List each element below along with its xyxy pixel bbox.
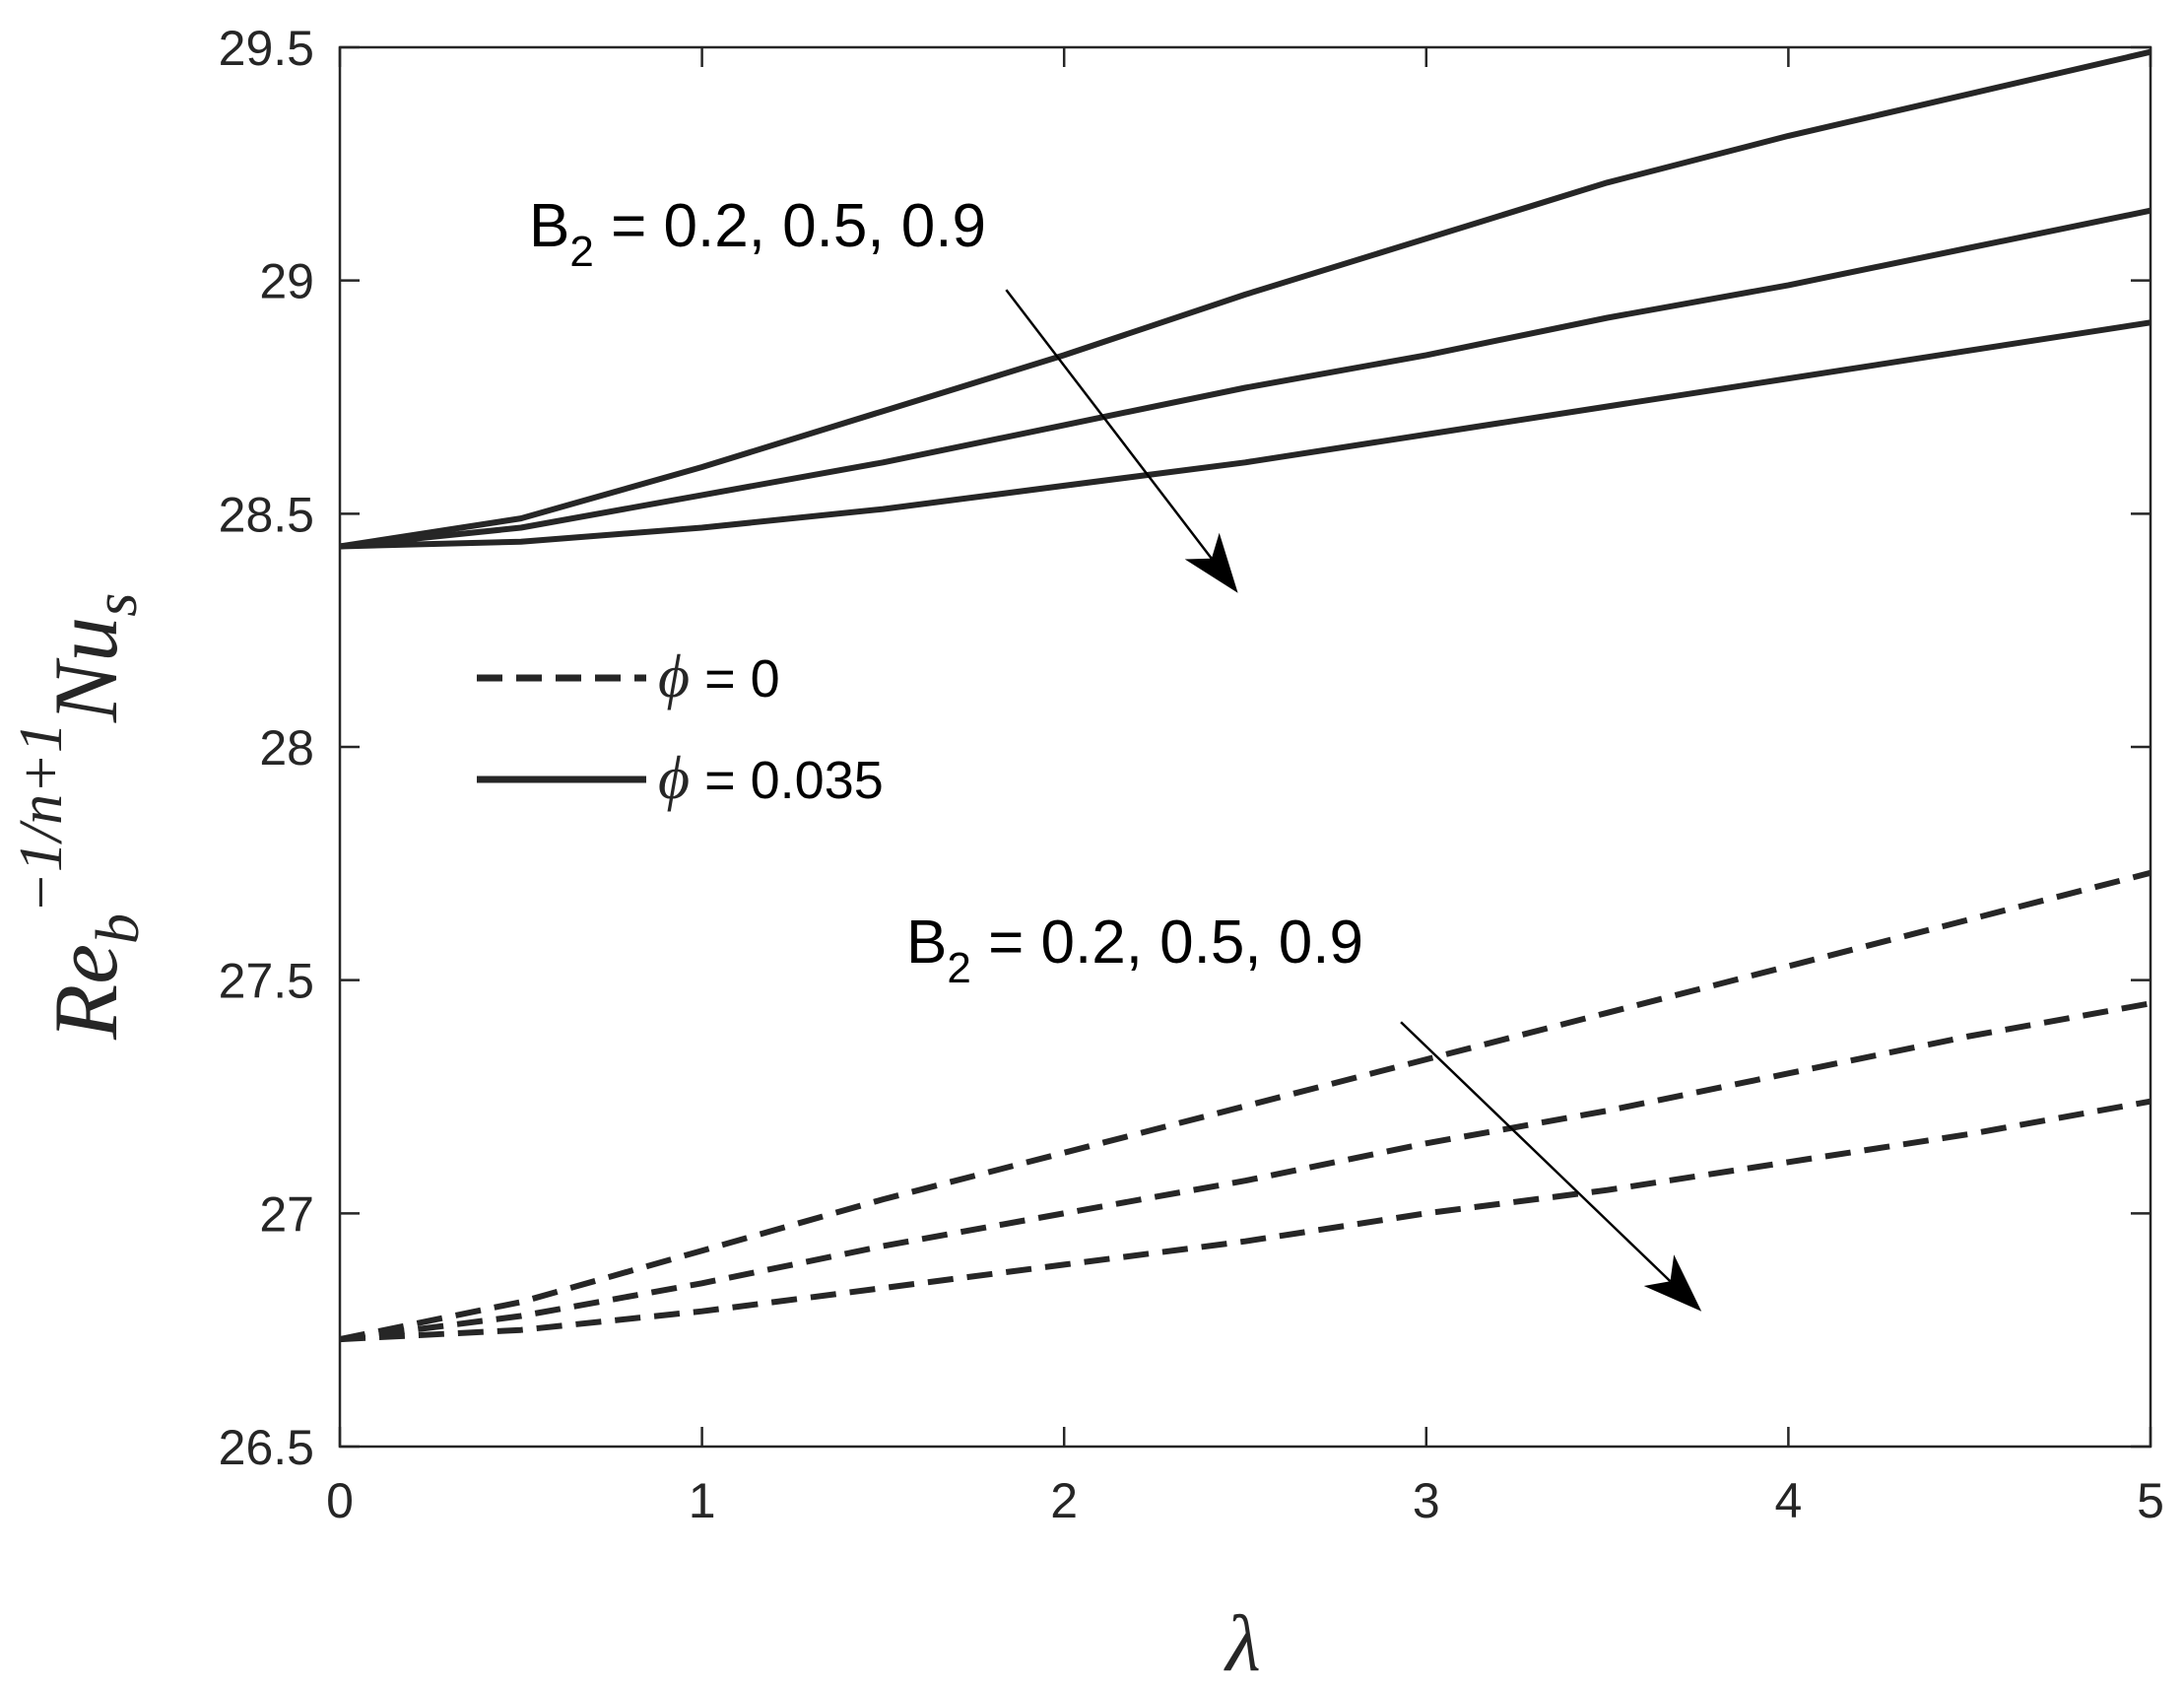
series-line-6 <box>339 1098 2151 1343</box>
y-tick-label-5: 29 <box>259 254 314 309</box>
series-layer <box>339 48 2151 1343</box>
x-tick-label-2: 2 <box>1050 1473 1078 1528</box>
annotation-lower-rest: = 0.2, 0.5, 0.9 <box>971 909 1363 977</box>
y-label-tail: Nu <box>35 617 136 723</box>
annotation-lower: B2 = 0.2, 0.5, 0.9 <box>906 909 1363 992</box>
annotation-lower-sub: 2 <box>947 944 970 992</box>
series-line-3 <box>339 319 2151 550</box>
y-tick-label-4: 28.5 <box>219 487 314 542</box>
x-tick-label-3: 3 <box>1413 1473 1440 1528</box>
y-tick-label-1: 27 <box>259 1186 314 1242</box>
legend-text-dashed: = 0 <box>690 649 780 709</box>
series-line-1 <box>339 48 2151 550</box>
annotation-arrow-head-1 <box>1184 532 1238 593</box>
y-tick-label-6: 29.5 <box>219 21 314 76</box>
tick-layer: 0 1 2 3 4 5 26.5 27 27.5 28 28.5 29 29.5 <box>219 21 2164 1528</box>
x-tick-label-5: 5 <box>2137 1473 2164 1528</box>
x-tick-label-4: 4 <box>1774 1473 1802 1528</box>
legend-entry-dashed: ϕ = 0 <box>658 643 780 710</box>
y-label-base: Re <box>35 944 136 1041</box>
y-label-base-sub: b <box>85 913 152 944</box>
arrow-layer <box>1005 289 1702 1312</box>
legend-text-solid: = 0.035 <box>690 751 884 810</box>
annotation-lower-main: B <box>906 909 947 977</box>
annotation-arrow-shaft-1 <box>1005 289 1213 560</box>
y-axis-label: Reb −1/n+1Nus <box>8 593 152 1041</box>
series-line-4 <box>339 869 2151 1343</box>
annotation-arrow-shaft-2 <box>1400 1021 1672 1283</box>
x-tick-label-1: 1 <box>689 1473 716 1528</box>
y-tick-label-2: 27.5 <box>219 954 314 1009</box>
annotation-upper-sub: 2 <box>569 228 593 276</box>
annotation-upper-rest: = 0.2, 0.5, 0.9 <box>594 192 986 260</box>
x-axis-label: λ <box>1224 1598 1261 1687</box>
series-line-2 <box>339 207 2151 550</box>
legend: ϕ = 0 ϕ = 0.035 <box>477 643 884 812</box>
legend-symbol-solid: ϕ <box>658 745 690 812</box>
annotation-upper-main: B <box>529 192 569 260</box>
y-tick-label-3: 28 <box>259 720 314 776</box>
legend-entry-solid: ϕ = 0.035 <box>658 745 884 812</box>
x-tick-label-0: 0 <box>326 1473 354 1528</box>
y-tick-label-0: 26.5 <box>219 1420 314 1475</box>
y-label-tail-sub: s <box>83 593 150 617</box>
series-line-5 <box>339 1000 2151 1343</box>
legend-symbol-dashed: ϕ <box>658 643 690 710</box>
y-label-exponent: −1/n+1 <box>8 722 75 913</box>
annotation-upper: B2 = 0.2, 0.5, 0.9 <box>529 192 986 276</box>
annotation-arrow-head-2 <box>1643 1254 1702 1312</box>
